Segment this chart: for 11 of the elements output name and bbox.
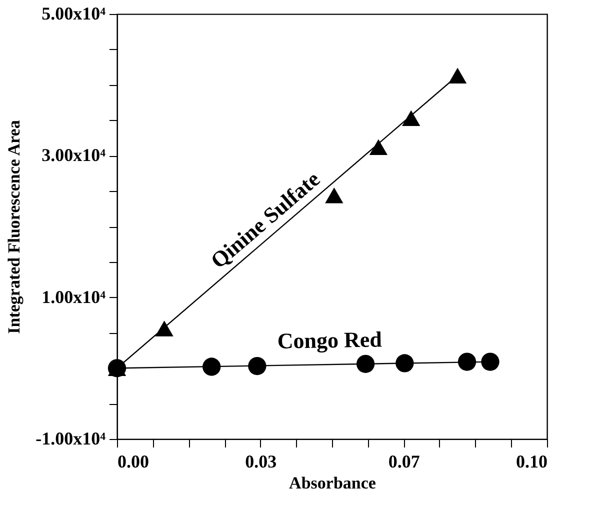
x-axis-title: Absorbance	[289, 474, 376, 492]
x-tick-label: 0.07	[388, 452, 420, 472]
y-tick-label: 5.00x10⁴	[42, 4, 106, 24]
x-tick-label: 0.00	[118, 452, 149, 472]
series-label: Congo Red	[277, 326, 382, 354]
y-tick-label: 1.00x10⁴	[42, 286, 106, 307]
y-tick-label: -1.00x10⁴	[36, 428, 106, 448]
x-tick-label: 0.03	[245, 452, 277, 472]
y-axis-title: Integrated Fluorescence Area	[4, 120, 24, 334]
x-tick-label: 0.10	[516, 452, 548, 472]
y-tick-label: 3.00x10⁴	[42, 145, 106, 166]
